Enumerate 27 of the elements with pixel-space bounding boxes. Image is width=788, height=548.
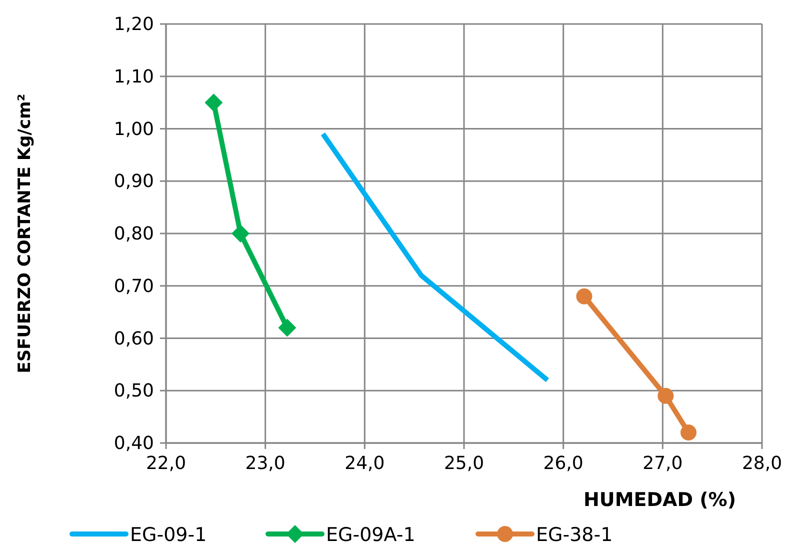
y-tick-label: 1,20 <box>114 14 154 35</box>
y-axis-title: ESFUERZO CORTANTE Kg/cm² <box>15 94 35 374</box>
x-tick-label: 28,0 <box>742 453 782 474</box>
x-tick-label: 27,0 <box>642 453 683 474</box>
point <box>278 318 296 337</box>
x-tick-label: 25,0 <box>444 453 484 474</box>
y-tick-label: 1,00 <box>114 118 154 140</box>
legend-label: EG-09A-1 <box>326 524 416 546</box>
x-tick-label: 23,0 <box>245 453 286 474</box>
y-tick-label: 0,80 <box>114 224 154 244</box>
point <box>680 424 696 441</box>
point <box>658 388 674 404</box>
y-tick-label: 0,50 <box>114 380 154 402</box>
y-tick-label: 0,70 <box>114 276 154 297</box>
point <box>204 94 223 112</box>
y-tick-label: 0,60 <box>114 328 154 350</box>
x-tick-label: 24,0 <box>344 453 385 474</box>
x-tick-label: 22,0 <box>146 453 186 474</box>
y-tick-label: 0,40 <box>114 433 154 454</box>
point <box>576 288 592 304</box>
y-tick-label: 1,10 <box>114 66 154 88</box>
y-tick-label: 0,90 <box>114 171 154 192</box>
point <box>232 224 250 242</box>
legend-label: EG-09-1 <box>130 524 207 546</box>
legend-label: EG-38-1 <box>536 524 613 546</box>
x-axis-title: HUMEDAD (%) <box>584 489 736 511</box>
x-tick-label: 26,0 <box>543 453 584 474</box>
